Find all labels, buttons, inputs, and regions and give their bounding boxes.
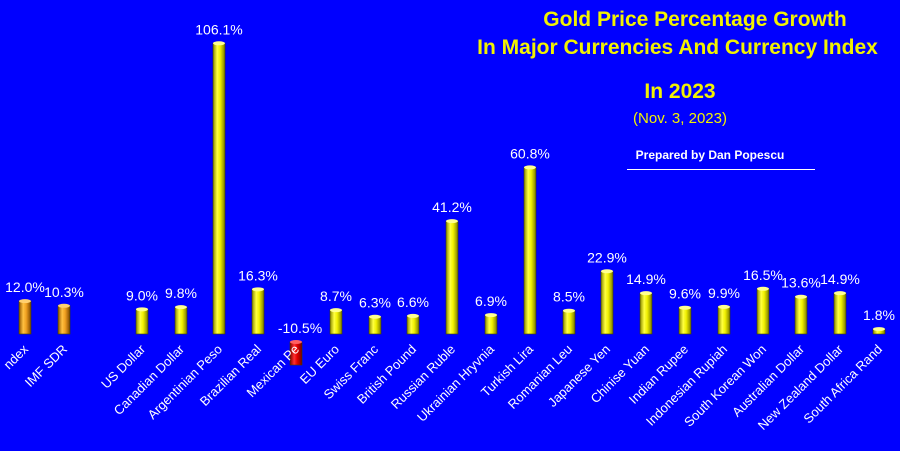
bar-cap-turkish-lira [524,165,536,170]
chart-title-line2: In Major Currencies And Currency Index [477,36,878,59]
bar-index [18,300,32,335]
value-label-russian-ruble: 41.2% [432,199,472,215]
bar-cap-imf-sdr [58,303,70,308]
value-label-index: 12.0% [5,279,45,295]
bar-cap-chinise-yuan [640,291,652,296]
chart-credit: Prepared by Dan Popescu [635,148,785,162]
bar-indonesian-rupiah [717,306,731,335]
bar-eu-euro [329,309,343,335]
bar-cap-indian-rupee [679,305,691,310]
bar-cap-swiss-franc [369,314,381,319]
value-label-argentinian-peso: 106.1% [195,21,242,37]
value-label-romanian-leu: 8.5% [553,289,585,305]
value-label-eu-euro: 8.7% [320,288,352,304]
value-label-canadian-dollar: 9.8% [165,285,197,301]
bar-us-dollar [135,309,149,335]
value-label-us-dollar: 9.0% [126,287,158,303]
value-label-new-zealand-dollar: 14.9% [820,271,860,287]
bar-cap-brazilian-real [252,287,264,292]
chart-title: Gold Price Percentage Growth [543,8,847,31]
value-label-brazilian-real: 16.3% [238,267,278,283]
value-label-imf-sdr: 10.3% [44,284,84,300]
bar-cap-japanese-yen [601,269,613,274]
value-label-mexican-peso: -10.5% [278,320,322,336]
bar-cap-south-africa-rand [873,327,885,332]
bar-cap-us-dollar [136,307,148,312]
value-label-british-pound: 6.6% [397,294,429,310]
value-label-south-africa-rand: 1.8% [863,307,895,323]
chart-subtitle: In 2023 [644,80,716,103]
value-label-australian-dollar: 13.6% [781,275,821,291]
value-label-turkish-lira: 60.8% [510,145,550,161]
bar-chinise-yuan [639,292,653,335]
bar-argentinian-peso [212,42,226,335]
value-label-ukrainian-hryvnia: 6.9% [475,293,507,309]
bar-brazilian-real [251,289,265,335]
bar-ukrainian-hryvnia [484,314,498,335]
bar-swiss-franc [368,316,382,335]
bar-japanese-yen [600,270,614,335]
bar-cap-eu-euro [330,308,342,313]
bar-south-korean-won [756,288,770,335]
bar-imf-sdr [57,305,71,335]
value-label-swiss-franc: 6.3% [359,295,391,311]
bar-cap-south-korean-won [757,286,769,291]
bar-cap-british-pound [407,313,419,318]
bar-indian-rupee [678,307,692,335]
bar-british-pound [406,315,420,335]
bar-cap-russian-ruble [446,219,458,224]
bar-romanian-leu [562,310,576,335]
bar-cap-canadian-dollar [175,305,187,310]
value-label-japanese-yen: 22.9% [587,249,627,265]
chart-date: (Nov. 3, 2023) [633,110,727,127]
tick-label-imf-sdr: IMF SDR [22,342,70,390]
bar-russian-ruble [445,220,459,335]
credit-underline [627,169,815,170]
bar-australian-dollar [794,296,808,335]
bar-cap-mexican-peso [290,340,302,344]
tick-label-index: ndex [1,341,32,372]
bar-cap-australian-dollar [795,294,807,299]
bar-new-zealand-dollar [833,292,847,335]
bar-cap-new-zealand-dollar [834,291,846,296]
bar-cap-index [19,299,31,304]
value-label-chinise-yuan: 14.9% [626,271,666,287]
value-label-indian-rupee: 9.6% [669,286,701,302]
bar-turkish-lira [523,167,537,335]
bar-cap-indonesian-rupiah [718,304,730,309]
value-label-indonesian-rupiah: 9.9% [708,285,740,301]
value-label-south-korean-won: 16.5% [743,267,783,283]
bar-cap-argentinian-peso [213,41,225,46]
bar-cap-romanian-leu [563,308,575,313]
bar-canadian-dollar [174,306,188,335]
bar-cap-ukrainian-hryvnia [485,313,497,318]
